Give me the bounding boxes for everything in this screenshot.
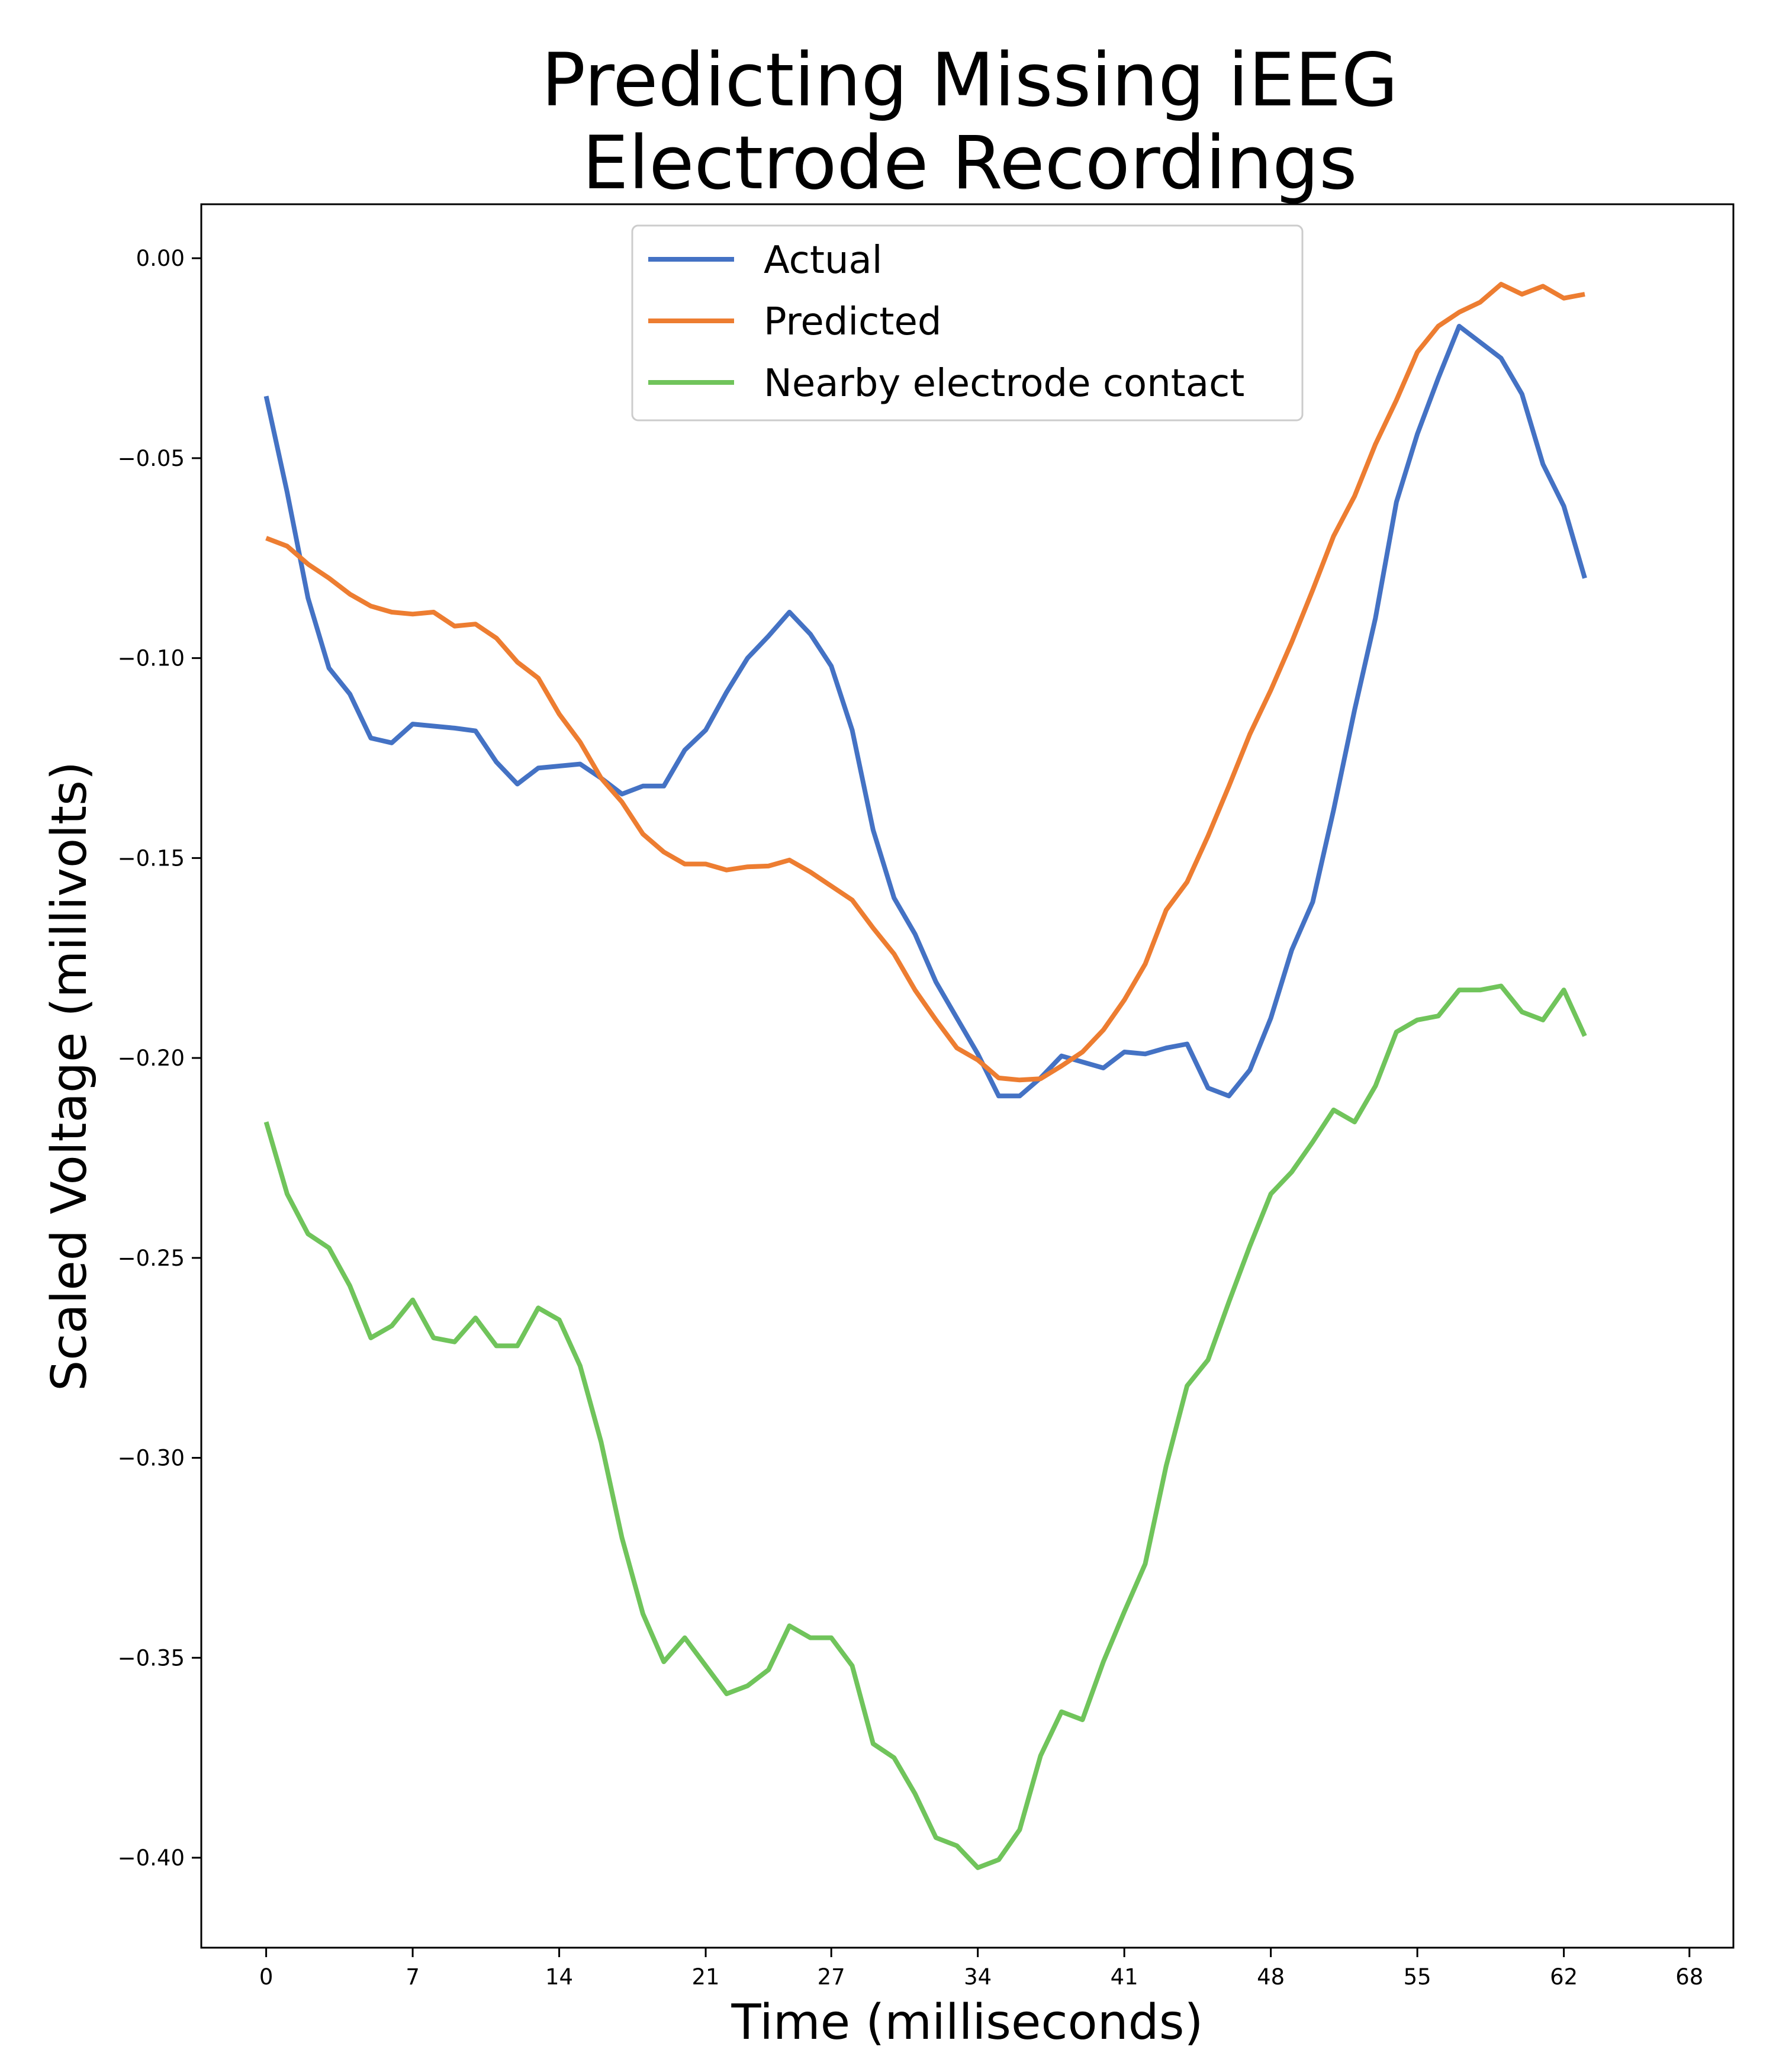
legend-label-2: Predicted bbox=[764, 300, 941, 344]
y-tick-label: −0.10 bbox=[118, 646, 185, 671]
x-axis-label: Time (milliseconds) bbox=[731, 1994, 1204, 2051]
x-tick-label: 68 bbox=[1675, 1964, 1703, 1990]
x-tick-label: 34 bbox=[964, 1964, 992, 1990]
y-tick-label: −0.15 bbox=[118, 845, 185, 871]
y-tick-label: −0.20 bbox=[118, 1045, 185, 1071]
series-line-3 bbox=[263, 983, 1587, 1870]
y-tick-label: −0.25 bbox=[118, 1246, 185, 1271]
y-tick-label: 0.00 bbox=[136, 246, 185, 271]
x-tick-label: 41 bbox=[1111, 1964, 1138, 1990]
x-tick-label: 7 bbox=[406, 1964, 420, 1990]
x-tick-label: 62 bbox=[1550, 1964, 1578, 1990]
legend: Actual Predicted Nearby electrode contact bbox=[631, 224, 1304, 422]
y-axis-label: Scaled Voltage (millivolts) bbox=[41, 761, 98, 1391]
y-axis-ticks: 0.00 −0.05 −0.10 −0.15 −0.20 −0.25 −0.30 −0.35 −… bbox=[118, 246, 201, 1871]
series-line-2 bbox=[265, 282, 1585, 1083]
x-tick-label: 21 bbox=[692, 1964, 720, 1990]
x-tick-label: 14 bbox=[545, 1964, 573, 1990]
legend-entries: Actual Predicted Nearby electrode contact bbox=[648, 239, 1244, 406]
y-tick-label: −0.35 bbox=[118, 1645, 185, 1671]
legend-label-3: Nearby electrode contact bbox=[764, 362, 1244, 406]
x-axis-ticks: 0 7 14 21 27 34 41 48 55 62 68 bbox=[259, 1948, 1703, 1990]
x-tick-label: 48 bbox=[1257, 1964, 1285, 1990]
y-tick-label: −0.40 bbox=[118, 1845, 185, 1871]
x-tick-label: 27 bbox=[818, 1964, 845, 1990]
x-tick-label: 0 bbox=[259, 1964, 274, 1990]
y-tick-label: −0.05 bbox=[118, 446, 185, 471]
legend-label-1: Actual bbox=[764, 239, 883, 282]
plot-area bbox=[200, 203, 1735, 1949]
x-tick-label: 55 bbox=[1404, 1964, 1431, 1990]
chart-title-line-1: Predicting Missing iEEG bbox=[541, 38, 1398, 123]
y-tick-label: −0.30 bbox=[118, 1446, 185, 1471]
legend-box bbox=[631, 224, 1304, 422]
series-line-1 bbox=[263, 324, 1587, 1099]
series-lines bbox=[263, 282, 1587, 1870]
chart-title-line-2: Electrode Recordings bbox=[582, 121, 1357, 206]
